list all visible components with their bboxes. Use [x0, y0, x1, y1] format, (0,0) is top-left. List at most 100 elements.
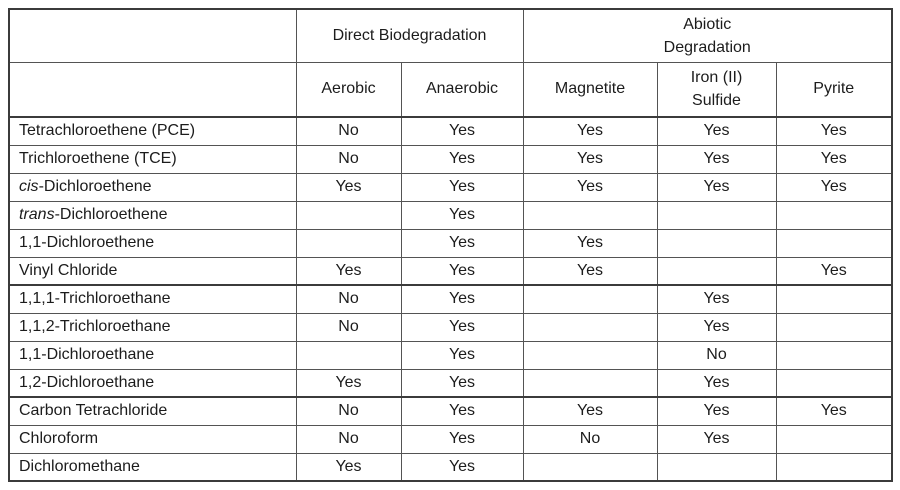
table-row: 1,1-Dichloroethane Yes No	[8, 340, 893, 370]
value-cell: Yes	[522, 228, 658, 258]
value-cell: Yes	[656, 368, 777, 398]
value-cell	[775, 452, 893, 482]
value-cell: Yes	[400, 312, 524, 342]
header-iron-sulfide-line1: Iron (II)	[690, 69, 743, 87]
value-cell: Yes	[400, 144, 524, 174]
table-row: 1,1,2-Trichloroethane No Yes Yes	[8, 312, 893, 342]
value-cell: Yes	[522, 256, 658, 286]
value-cell	[522, 368, 658, 398]
value-cell: No	[295, 284, 402, 314]
table-row: cis-Dichloroethene Yes Yes Yes Yes Yes	[8, 172, 893, 202]
value-cell: Yes	[400, 200, 524, 230]
compound-name-cell: Vinyl Chloride	[8, 256, 297, 286]
table-row: Vinyl Chloride Yes Yes Yes Yes	[8, 256, 893, 286]
degradation-table-container: Direct Biodegradation Abiotic Degradatio…	[8, 8, 893, 482]
compound-name-cell: Chloroform	[8, 424, 297, 454]
compound-italic-prefix: cis	[19, 177, 39, 195]
value-cell: Yes	[656, 424, 777, 454]
value-cell: Yes	[522, 172, 658, 202]
table-row: 1,2-Dichloroethane Yes Yes Yes	[8, 368, 893, 398]
table-row: trans-Dichloroethene Yes	[8, 200, 893, 230]
compound-italic-prefix: trans	[19, 205, 55, 223]
value-cell: Yes	[656, 116, 777, 146]
header-direct-biodegradation: Direct Biodegradation	[295, 8, 524, 63]
value-cell: No	[295, 144, 402, 174]
value-cell: Yes	[400, 256, 524, 286]
value-cell: Yes	[400, 284, 524, 314]
value-cell: Yes	[656, 312, 777, 342]
value-cell: Yes	[295, 452, 402, 482]
table-row: Chloroform No Yes No Yes	[8, 424, 893, 454]
header-column-row: Aerobic Anaerobic Magnetite Iron (II) Su…	[8, 61, 893, 118]
table-row: Trichloroethene (TCE) No Yes Yes Yes Yes	[8, 144, 893, 174]
value-cell: Yes	[656, 172, 777, 202]
section-chloroethenes: Tetrachloroethene (PCE) No Yes Yes Yes Yes Tri…	[8, 116, 893, 286]
value-cell	[775, 200, 893, 230]
value-cell: Yes	[775, 116, 893, 146]
value-cell: Yes	[656, 284, 777, 314]
compound-name-cell: 1,1,2-Trichloroethane	[8, 312, 297, 342]
value-cell: Yes	[775, 172, 893, 202]
compound-name-cell: 1,1,1-Trichloroethane	[8, 284, 297, 314]
header-abiotic-degradation: Abiotic Degradation	[522, 8, 893, 63]
value-cell	[295, 340, 402, 370]
value-cell: Yes	[400, 172, 524, 202]
table-row: 1,1,1-Trichloroethane No Yes Yes	[8, 284, 893, 314]
value-cell	[522, 284, 658, 314]
header-magnetite: Magnetite	[522, 61, 658, 118]
value-cell	[775, 368, 893, 398]
value-cell: Yes	[295, 256, 402, 286]
compound-name-cell: Dichloromethane	[8, 452, 297, 482]
value-cell	[656, 256, 777, 286]
value-cell: No	[656, 340, 777, 370]
degradation-table: Direct Biodegradation Abiotic Degradatio…	[8, 8, 893, 482]
value-cell	[295, 228, 402, 258]
value-cell	[522, 340, 658, 370]
value-cell: Yes	[522, 116, 658, 146]
value-cell: Yes	[775, 396, 893, 426]
value-cell	[522, 200, 658, 230]
compound-name-cell: Trichloroethene (TCE)	[8, 144, 297, 174]
header-iron-sulfide: Iron (II) Sulfide	[656, 61, 777, 118]
value-cell: Yes	[400, 340, 524, 370]
header-abiotic-line2: Degradation	[663, 38, 751, 56]
value-cell	[775, 284, 893, 314]
table-row: Dichloromethane Yes Yes	[8, 452, 893, 482]
table-row: Carbon Tetrachloride No Yes Yes Yes Yes	[8, 396, 893, 426]
compound-name-cell: Carbon Tetrachloride	[8, 396, 297, 426]
value-cell	[522, 452, 658, 482]
table-row: 1,1-Dichloroethene Yes Yes	[8, 228, 893, 258]
corner-empty-cell	[8, 8, 297, 63]
compound-name-cell: cis-Dichloroethene	[8, 172, 297, 202]
header-group-row: Direct Biodegradation Abiotic Degradatio…	[8, 8, 893, 63]
value-cell: No	[295, 312, 402, 342]
value-cell: No	[522, 424, 658, 454]
value-cell: Yes	[522, 144, 658, 174]
compound-name-cell: trans-Dichloroethene	[8, 200, 297, 230]
value-cell: No	[295, 424, 402, 454]
header-iron-sulfide-line2: Sulfide	[692, 92, 741, 110]
compound-name-cell: 1,2-Dichloroethane	[8, 368, 297, 398]
value-cell	[775, 312, 893, 342]
value-cell: Yes	[522, 396, 658, 426]
value-cell: Yes	[400, 424, 524, 454]
header-aerobic: Aerobic	[295, 61, 402, 118]
section-chloroethanes: 1,1,1-Trichloroethane No Yes Yes 1,1,2-Trich…	[8, 284, 893, 398]
value-cell: Yes	[400, 368, 524, 398]
compound-name-cell: 1,1-Dichloroethane	[8, 340, 297, 370]
value-cell	[775, 228, 893, 258]
value-cell: No	[295, 116, 402, 146]
value-cell: Yes	[656, 144, 777, 174]
value-cell: Yes	[295, 172, 402, 202]
value-cell: Yes	[400, 396, 524, 426]
table-header: Direct Biodegradation Abiotic Degradatio…	[8, 8, 893, 118]
compound-name-cell: 1,1-Dichloroethene	[8, 228, 297, 258]
value-cell	[656, 228, 777, 258]
table-row: Tetrachloroethene (PCE) No Yes Yes Yes Yes	[8, 116, 893, 146]
header-pyrite: Pyrite	[775, 61, 893, 118]
section-chloromethanes: Carbon Tetrachloride No Yes Yes Yes Yes Chloro…	[8, 396, 893, 482]
value-cell	[295, 200, 402, 230]
compound-name-cell: Tetrachloroethene (PCE)	[8, 116, 297, 146]
value-cell: Yes	[295, 368, 402, 398]
value-cell	[656, 452, 777, 482]
